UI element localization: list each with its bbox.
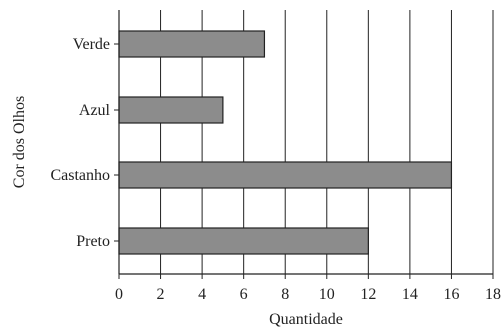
bar-verde [118, 30, 266, 58]
x-tick-label-14: 14 [402, 286, 418, 303]
category-label-verde: Verde [73, 36, 110, 53]
x-tick-label-8: 8 [281, 286, 289, 303]
x-tick-label-10: 10 [319, 286, 335, 303]
x-tick-label-16: 16 [443, 286, 459, 303]
x-tick-label-18: 18 [485, 286, 501, 303]
x-tick-label-12: 12 [360, 286, 376, 303]
labels: Verde Azul Castanho Preto 0 2 4 6 8 10 12 14 16 18 [50, 36, 501, 303]
axes [114, 10, 494, 279]
x-axis-title: Quantidade [269, 311, 343, 328]
category-label-azul: Azul [79, 102, 111, 119]
category-label-preto: Preto [76, 233, 110, 250]
bar-preto [118, 227, 369, 255]
x-tick-label-2: 2 [157, 286, 165, 303]
y-axis-title: Cor dos Olhos [11, 96, 28, 188]
x-tick-label-4: 4 [198, 286, 206, 303]
bars [118, 30, 453, 255]
category-label-castanho: Castanho [50, 167, 110, 184]
x-tick-label-0: 0 [115, 286, 123, 303]
bar-castanho [118, 161, 453, 189]
x-tick-label-6: 6 [240, 286, 248, 303]
bar-azul [118, 96, 224, 124]
